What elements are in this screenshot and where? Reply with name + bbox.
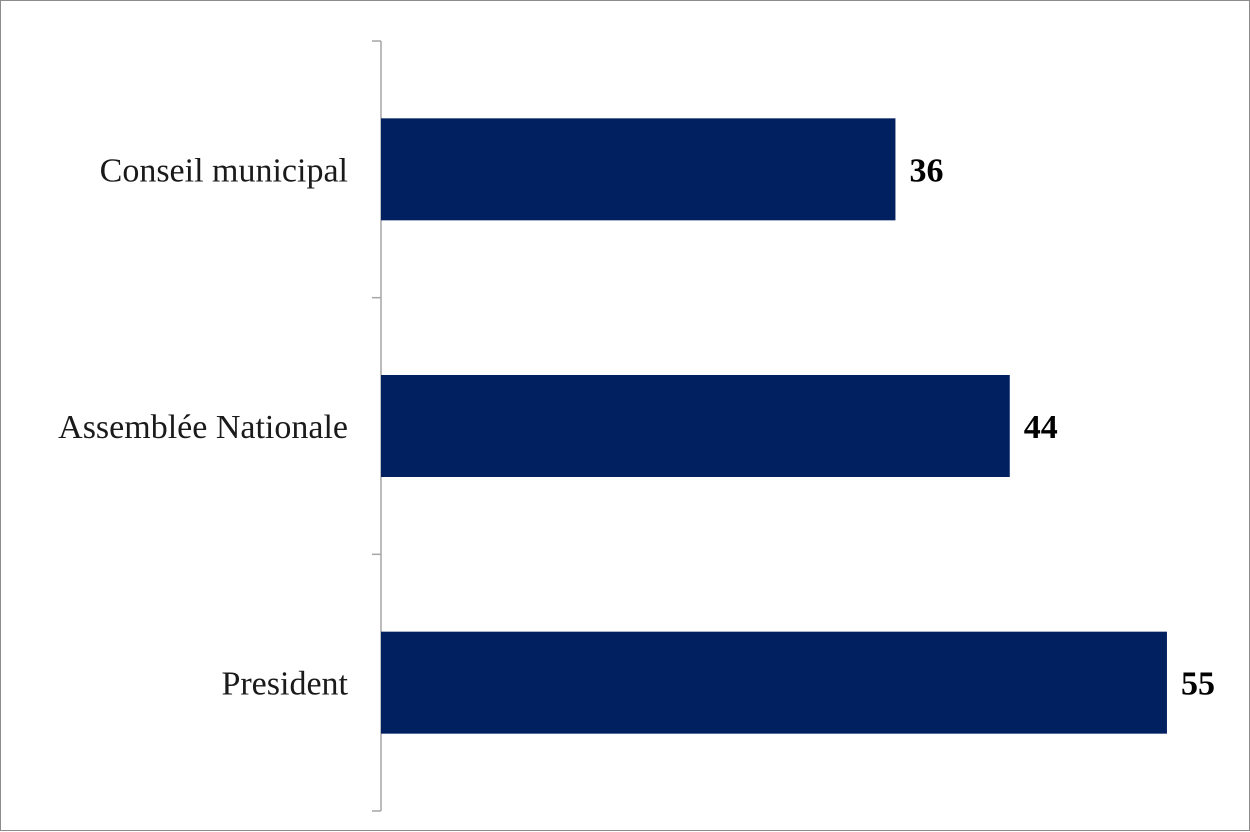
data-label: 55 (1181, 666, 1215, 703)
data-label: 44 (1024, 409, 1058, 446)
category-label: Assemblée Nationale (58, 409, 348, 446)
data-label: 36 (909, 152, 943, 189)
category-label: Conseil municipal (100, 152, 348, 189)
category-label: President (221, 666, 348, 703)
bar-1 (381, 375, 1010, 477)
bar-0 (381, 118, 896, 221)
bar-2 (381, 631, 1167, 734)
